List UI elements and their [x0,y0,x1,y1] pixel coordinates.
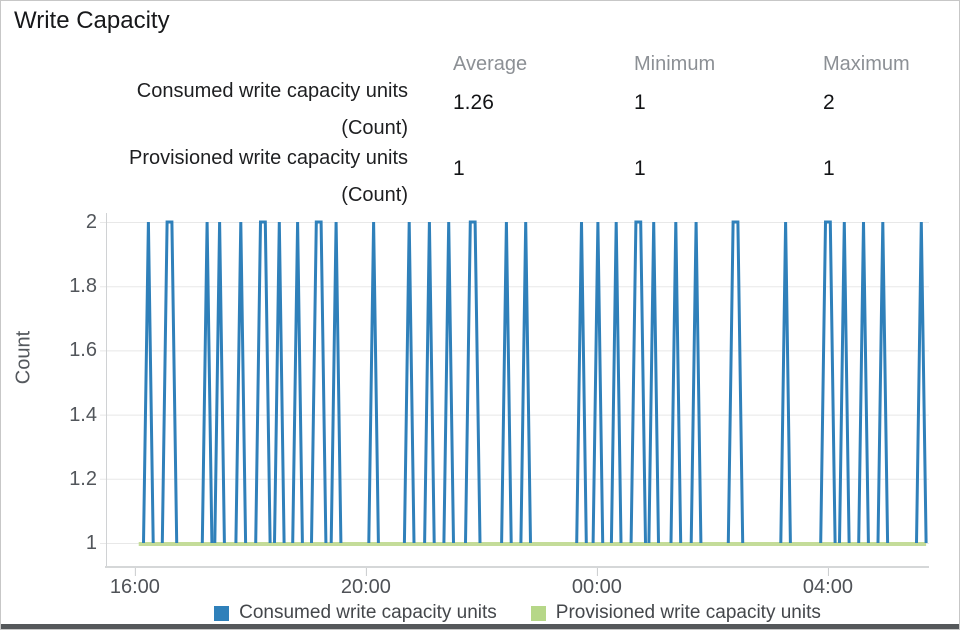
consumed-series-spike [402,221,416,544]
consumed-series-spike [779,221,792,544]
stats-row-label-provisioned: Provisioned write capacity units (Count) [1,140,408,214]
x-tick-label: 00:00 [571,576,622,598]
consumed-series-spike [442,221,455,544]
legend-item-consumed: Consumed write capacity units [214,602,497,624]
x-tick-label: 20:00 [340,576,391,598]
consumed-series-spike [669,221,683,544]
consumed-series-spike [609,221,623,544]
y-axis-title: Count [12,330,35,385]
y-tick-label: 1.8 [69,275,97,298]
consumed-series-spike [254,220,272,544]
stats-row-label-provisioned-unit: (Count) [341,184,408,206]
consumed-series-spike [273,221,286,544]
consumed-series-spike [519,221,532,544]
consumed-series-spike [310,220,328,544]
panel-bottom-edge [1,624,959,629]
consumed-series-spike [819,220,837,544]
stats-column-average: Average [453,53,528,75]
provisioned-average-value: 1 [453,157,465,180]
consumed-series-spike [591,221,605,544]
provisioned-minimum-value: 1 [634,157,646,180]
consumed-series-swatch-icon [214,605,230,621]
consumed-series-spike [629,220,647,544]
consumed-series-spike [200,221,214,544]
x-tick-label: 16:00 [109,576,160,598]
chart-legend: Consumed write capacity units Provisione… [106,602,929,624]
consumed-series-spike [500,221,513,544]
stats-row-label-consumed-name: Consumed write capacity units [136,80,408,102]
y-tick-label: 1.6 [69,339,97,362]
provisioned-maximum-value: 1 [823,157,835,180]
consumed-series-spike [234,221,248,544]
legend-label-consumed: Consumed write capacity units [239,602,497,623]
consumed-maximum-value: 2 [823,91,835,114]
provisioned-series-swatch-icon [530,605,546,621]
x-tick-label: 04:00 [802,576,853,598]
consumed-series-spike [160,220,179,544]
consumed-series-spike [291,221,304,544]
y-tick-label: 2 [85,211,97,233]
consumed-average-value: 1.26 [453,91,494,114]
consumed-series-spike [142,221,155,544]
legend-item-provisioned: Provisioned write capacity units [530,602,821,624]
stats-row-label-provisioned-name: Provisioned write capacity units [128,147,408,169]
consumed-series-spike [726,220,745,544]
consumed-series-spike [876,221,890,544]
consumed-series-spike [838,221,851,544]
stats-row-label-consumed: Consumed write capacity units (Count) [1,73,408,147]
consumed-series-spike [647,221,660,544]
page-title: Write Capacity [14,7,170,34]
consumed-series-spike [915,221,928,544]
stats-row-label-consumed-unit: (Count) [341,117,408,139]
y-tick-label: 1.4 [69,403,97,426]
consumed-minimum-value: 1 [634,91,646,114]
consumed-series-spike [464,220,482,544]
consumed-series-spike [423,221,436,544]
stats-column-maximum: Maximum [823,53,910,75]
consumed-series-spike [689,221,703,544]
consumed-series-spike [575,221,588,544]
consumed-series-spike [213,221,226,544]
y-tick-label: 1.2 [69,467,97,490]
y-tick-label: 1 [85,532,97,554]
legend-label-provisioned: Provisioned write capacity units [555,602,821,623]
consumed-series-spike [367,221,380,544]
consumed-series-spike [329,221,343,544]
stats-column-minimum: Minimum [634,53,716,75]
consumed-series-spike [857,221,870,544]
